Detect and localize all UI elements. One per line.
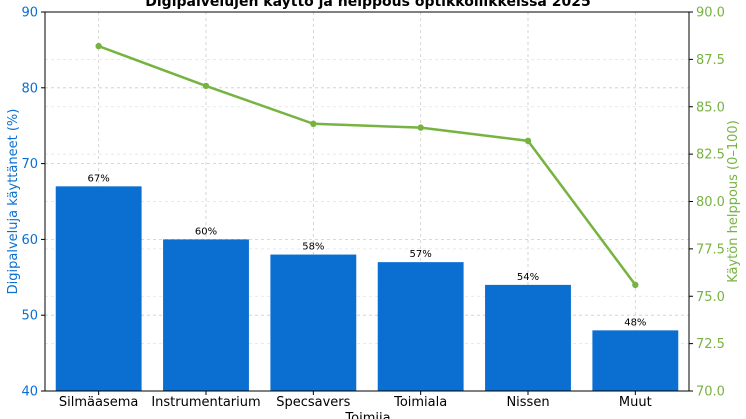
x-tick-label: Specsavers bbox=[276, 395, 350, 410]
y2-tick-label: 82.5 bbox=[696, 148, 725, 163]
bar-series bbox=[55, 186, 679, 391]
y2-tick-label: 87.5 bbox=[696, 53, 725, 68]
x-tick-label: Toimiala bbox=[393, 395, 447, 410]
bar bbox=[377, 262, 464, 391]
y-tick-label: 60 bbox=[21, 233, 38, 248]
line-point bbox=[417, 124, 424, 131]
line-point bbox=[310, 120, 317, 128]
y-tick-label: 80 bbox=[21, 81, 38, 96]
y2-tick-label: 90.0 bbox=[696, 6, 725, 21]
bar-data-label: 48% bbox=[624, 317, 646, 328]
y-tick-label: 70 bbox=[21, 157, 38, 172]
bar-data-label: 57% bbox=[410, 249, 432, 260]
labels: 67% 60% 58% 57% 54% 48% 40 50 60 70 80 90 70.0 72.5 75… bbox=[21, 6, 725, 411]
y-tick-label: 90 bbox=[21, 6, 38, 21]
y2-tick-label: 80.0 bbox=[696, 195, 725, 210]
x-tick-label: Silmäasema bbox=[59, 395, 138, 410]
y-axis-title: Digipalveluja käyttäneet (%) bbox=[6, 109, 21, 295]
bar-data-label: 60% bbox=[195, 226, 217, 237]
bar bbox=[485, 284, 571, 391]
x-tick-label: Nissen bbox=[506, 395, 549, 410]
y2-axis-title: Käytön helppous (0–100) bbox=[726, 120, 741, 283]
axes bbox=[41, 11, 693, 395]
bar-data-label: 67% bbox=[88, 173, 110, 184]
bar bbox=[163, 239, 249, 391]
y2-tick-label: 77.5 bbox=[696, 242, 725, 257]
bar bbox=[592, 330, 679, 391]
chart-title: Digipalvelujen käyttö ja helppous optikk… bbox=[145, 0, 590, 10]
bar bbox=[55, 186, 142, 391]
y2-tick-label: 72.5 bbox=[696, 337, 725, 352]
line-point bbox=[632, 281, 639, 289]
line-series bbox=[95, 42, 639, 289]
line-point bbox=[95, 42, 102, 50]
y-tick-label: 40 bbox=[21, 385, 38, 400]
line-point bbox=[524, 137, 532, 145]
y-tick-label: 50 bbox=[21, 309, 38, 324]
x-axis-title: Toimija bbox=[344, 411, 390, 419]
y2-tick-label: 75.0 bbox=[696, 290, 725, 305]
bar bbox=[270, 254, 357, 391]
bar-data-label: 54% bbox=[517, 272, 539, 283]
y2-tick-label: 70.0 bbox=[696, 385, 725, 400]
bar-data-label: 58% bbox=[302, 242, 324, 253]
x-tick-label: Instrumentarium bbox=[151, 395, 260, 410]
line-point bbox=[202, 82, 210, 90]
line-series-path bbox=[98, 44, 637, 286]
y2-tick-label: 85.0 bbox=[696, 100, 725, 115]
x-tick-label: Muut bbox=[619, 395, 652, 410]
